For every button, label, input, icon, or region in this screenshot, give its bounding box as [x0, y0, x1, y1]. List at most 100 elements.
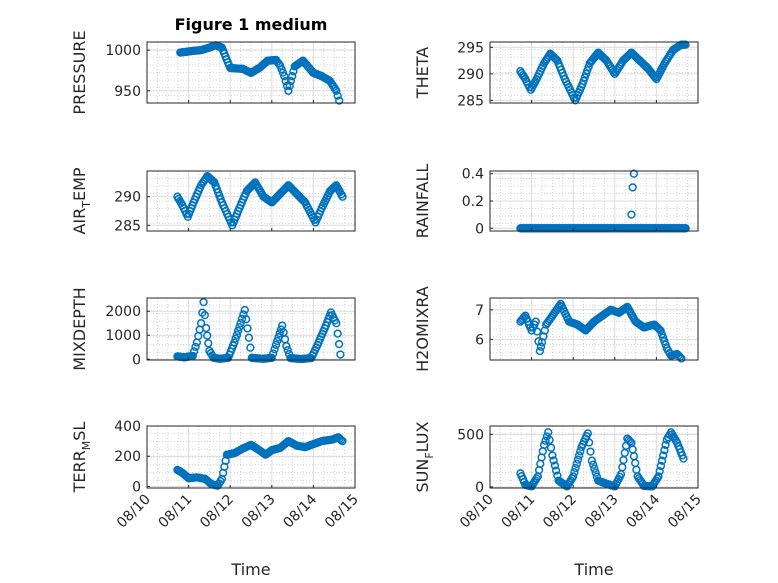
data-point: [281, 76, 290, 86]
data-point: [583, 429, 592, 438]
data-point: [191, 342, 200, 352]
y-tick-label: 0: [132, 352, 141, 368]
data-point: [681, 224, 690, 233]
data-point: [269, 349, 278, 358]
y-axis-label: H2OMIXRA: [413, 286, 432, 372]
y-axis-label: MIXDEPTH: [70, 287, 89, 370]
data-point: [201, 323, 211, 333]
data-point: [240, 305, 249, 315]
data-point: [270, 345, 279, 354]
axes-box: [489, 41, 699, 104]
data-point: [654, 472, 663, 481]
data-point: [570, 468, 579, 477]
data-point: [548, 451, 557, 460]
data-point: [653, 323, 663, 333]
data-point: [338, 436, 347, 446]
data-point: [580, 73, 589, 82]
y-tick-label: 400: [114, 419, 141, 435]
data-point: [550, 461, 560, 470]
data-point: [198, 308, 207, 317]
data-point: [271, 340, 281, 350]
data-point: [282, 341, 291, 351]
data-point: [589, 460, 598, 469]
data-point: [332, 86, 341, 95]
data-point: [536, 342, 546, 351]
data-point: [591, 468, 600, 477]
data-point: [188, 351, 197, 361]
y-tick-label: 285: [114, 218, 141, 234]
subplot-rainfall: 0 0.2 0.4 RAINFALL: [413, 164, 699, 238]
data-point: [199, 297, 208, 307]
y-tick-label: 200: [114, 449, 141, 465]
data-point: [235, 322, 244, 332]
data-point: [573, 455, 583, 464]
y-axis-label: PRESSURE: [70, 30, 89, 114]
data-point: [196, 319, 206, 328]
data-point: [207, 176, 217, 185]
data-point: [657, 456, 667, 465]
data-point: [546, 443, 556, 452]
data-point: [655, 467, 664, 476]
data-point: [333, 329, 342, 338]
data-point: [552, 55, 561, 64]
data-point: [590, 464, 599, 473]
data-point: [544, 428, 553, 437]
data-point: [551, 466, 561, 475]
axes-box: [489, 425, 699, 489]
data-point: [284, 86, 293, 95]
data-point: [569, 472, 578, 481]
data-point: [243, 324, 252, 333]
axes-box: [489, 297, 699, 361]
y-tick-label: 0.2: [462, 194, 484, 210]
data-point: [532, 327, 542, 336]
y-tick-label: 295: [457, 40, 484, 56]
data-point: [203, 331, 212, 340]
data-point: [189, 347, 199, 356]
data-point: [231, 334, 240, 343]
y-axis-label: SUNFLUX: [413, 421, 436, 492]
data-point: [241, 315, 251, 324]
subplot-theta: 285 290 295 THETA: [413, 40, 699, 109]
data-point: [248, 180, 257, 190]
data-point: [285, 81, 294, 91]
axes-box: [146, 297, 356, 361]
y-axis-label: TERRMSL: [70, 422, 93, 494]
axes-box: [146, 425, 356, 489]
data-point: [587, 456, 597, 465]
data-point: [236, 319, 245, 328]
data-point: [659, 451, 668, 460]
data-point: [574, 451, 584, 460]
data-point: [576, 447, 585, 456]
axes-box: [146, 170, 356, 232]
data-point: [333, 91, 342, 100]
subplot-air: 285 290 AIRTEMP: [70, 167, 356, 235]
data-point: [237, 314, 247, 323]
data-point: [336, 350, 345, 359]
data-point: [627, 210, 636, 219]
data-point: [280, 72, 289, 81]
data-point: [679, 454, 688, 463]
y-tick-label: 0: [475, 221, 484, 237]
data-point: [286, 76, 296, 86]
y-tick-label: 7: [475, 303, 484, 319]
data-point: [336, 435, 346, 445]
data-point: [545, 435, 554, 445]
data-point: [539, 440, 549, 450]
data-point: [200, 310, 209, 320]
data-point: [273, 336, 282, 346]
data-point: [233, 326, 243, 336]
data-point: [572, 459, 581, 468]
data-point: [531, 317, 540, 326]
data-point: [571, 463, 580, 473]
data-point: [657, 329, 666, 339]
data-point: [541, 436, 550, 445]
data-point: [338, 192, 347, 201]
data-point: [549, 456, 558, 465]
data-point: [535, 346, 545, 356]
data-point: [335, 96, 344, 105]
data-point: [288, 72, 297, 81]
x-axis-label-left: Time: [230, 560, 270, 579]
y-tick-label: 0: [475, 480, 484, 496]
data-point: [204, 339, 213, 348]
